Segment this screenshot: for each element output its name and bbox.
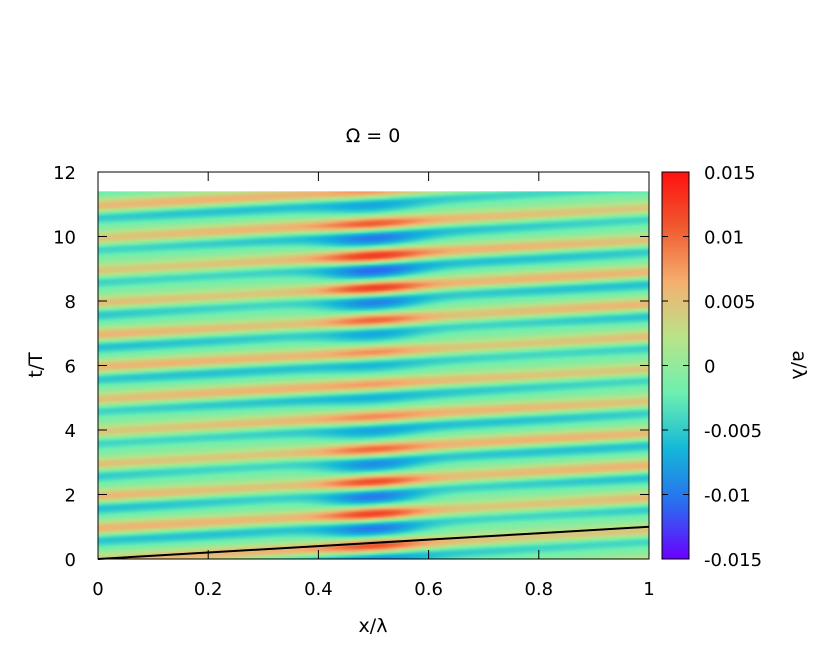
x-tick-label: 0.8	[524, 579, 553, 600]
colorbar-tick-label: -0.01	[704, 486, 751, 507]
colorbar-tick-label: 0.01	[704, 228, 744, 249]
colorbar-ticks: -0.015 -0.01 -0.005 0 0.005 0.01 0.015	[662, 163, 762, 571]
colorbar-tick-label: 0.005	[704, 292, 756, 313]
y-tick-label: 10	[53, 228, 76, 249]
x-tick-label: 0	[92, 579, 103, 600]
y-tick-label: 8	[65, 292, 76, 313]
x-tick-label: 0.4	[304, 579, 333, 600]
y-tick-label: 2	[65, 486, 76, 507]
heatmap-field	[98, 191, 649, 559]
chart-title: Ω = 0	[346, 125, 401, 147]
x-axis-ticks: 0 0.2 0.4 0.6 0.8 1	[92, 172, 655, 600]
colorbar-tick-label: -0.015	[704, 550, 762, 571]
y-tick-label: 4	[65, 421, 76, 442]
y-tick-label: 12	[53, 163, 76, 184]
colorbar-tick-label: 0.015	[704, 163, 756, 184]
colorbar-tick-label: -0.005	[704, 421, 762, 442]
y-axis-ticks: 0 2 4 6 8 10 12	[53, 163, 649, 571]
colorbar-label: a/λ	[788, 350, 810, 379]
x-tick-label: 0.6	[414, 579, 443, 600]
y-axis-label: t/T	[25, 352, 47, 378]
trajectory-line	[97, 525, 650, 560]
plot-area	[97, 171, 650, 560]
colorbar: -0.015 -0.01 -0.005 0 0.005 0.01 0.015	[661, 163, 762, 571]
y-tick-label: 6	[65, 357, 76, 378]
y-tick-label: 0	[65, 550, 76, 571]
colorbar-tick-label: 0	[704, 357, 715, 378]
x-tick-label: 0.2	[194, 579, 223, 600]
x-axis-label: x/λ	[359, 615, 388, 637]
x-tick-label: 1	[643, 579, 654, 600]
